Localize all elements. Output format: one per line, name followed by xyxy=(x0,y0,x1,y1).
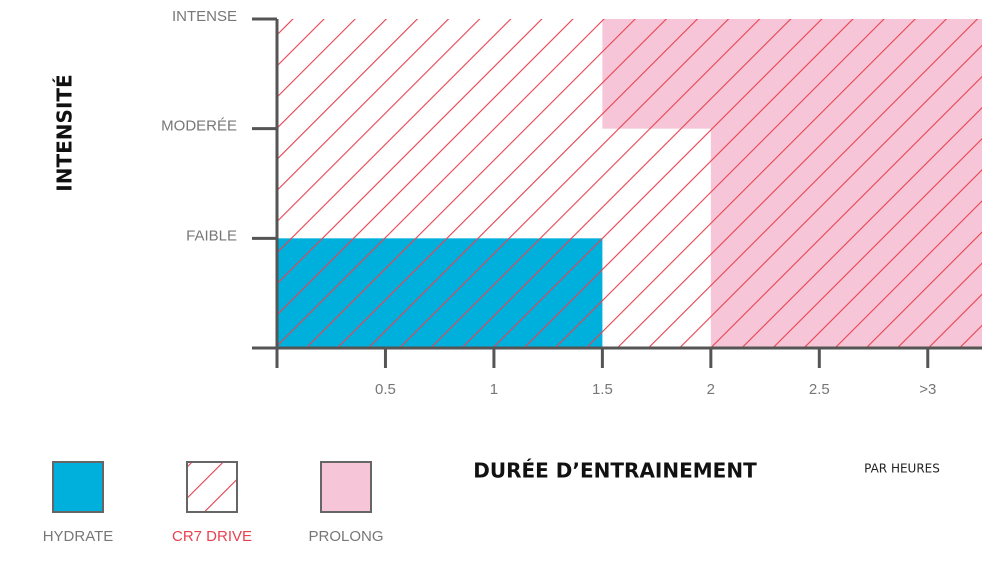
x-tick-label: >3 xyxy=(919,381,936,398)
y-tick-label: MODERÉE xyxy=(161,118,237,135)
y-tick-label: INTENSE xyxy=(172,8,237,25)
x-tick-label: 2.5 xyxy=(809,381,830,398)
y-axis-title: INTENSITÉ xyxy=(53,74,77,191)
legend-label: CR7 DRIVE xyxy=(172,528,252,545)
legend-swatch xyxy=(320,461,372,513)
x-tick-label: 1.5 xyxy=(592,381,613,398)
x-tick-label: 2 xyxy=(707,381,715,398)
legend-swatch xyxy=(52,461,104,513)
x-tick-label: 0.5 xyxy=(375,381,396,398)
x-axis-unit: PAR HEURES xyxy=(864,462,940,476)
plot-area xyxy=(277,19,982,348)
x-axis-title: DURÉE D’ENTRAINEMENT xyxy=(473,459,757,483)
y-tick-label: FAIBLE xyxy=(186,227,237,244)
legend-swatch xyxy=(186,461,238,513)
region xyxy=(277,19,982,348)
legend-label: HYDRATE xyxy=(43,528,114,545)
x-tick-label: 1 xyxy=(490,381,498,398)
legend-label: PROLONG xyxy=(308,528,383,545)
